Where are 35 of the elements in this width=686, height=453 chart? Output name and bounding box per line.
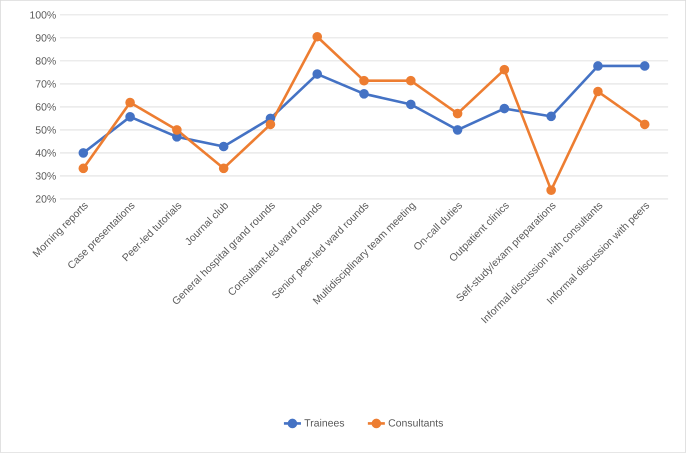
legend-label: Consultants xyxy=(388,418,444,427)
point xyxy=(406,100,416,110)
point xyxy=(593,61,603,71)
point xyxy=(312,32,322,42)
y-tick-label: 100% xyxy=(30,11,56,19)
y-tick-label: 70% xyxy=(36,80,56,88)
point xyxy=(78,148,88,158)
point xyxy=(640,61,650,71)
y-tick-label: 60% xyxy=(36,103,56,111)
point xyxy=(312,69,322,79)
y-tick-label: 50% xyxy=(36,126,56,134)
point xyxy=(593,86,603,96)
point xyxy=(172,125,182,135)
point xyxy=(125,98,135,108)
point xyxy=(546,185,556,196)
y-tick-label: 80% xyxy=(36,57,56,65)
y-tick-label: 30% xyxy=(36,172,56,180)
point xyxy=(406,76,416,86)
point xyxy=(266,120,276,130)
point xyxy=(359,89,369,99)
y-tick-label: 40% xyxy=(36,149,56,157)
point xyxy=(500,64,510,74)
point xyxy=(546,112,556,122)
point xyxy=(500,104,510,114)
point xyxy=(218,142,228,152)
point xyxy=(78,164,88,174)
y-tick-label: 20% xyxy=(36,195,56,203)
point xyxy=(452,108,462,118)
point xyxy=(359,76,369,86)
point xyxy=(125,112,135,122)
y-tick-label: 90% xyxy=(36,34,56,42)
point xyxy=(452,125,462,135)
point xyxy=(640,120,650,130)
point xyxy=(218,164,228,174)
legend-label: Trainees xyxy=(304,418,344,427)
